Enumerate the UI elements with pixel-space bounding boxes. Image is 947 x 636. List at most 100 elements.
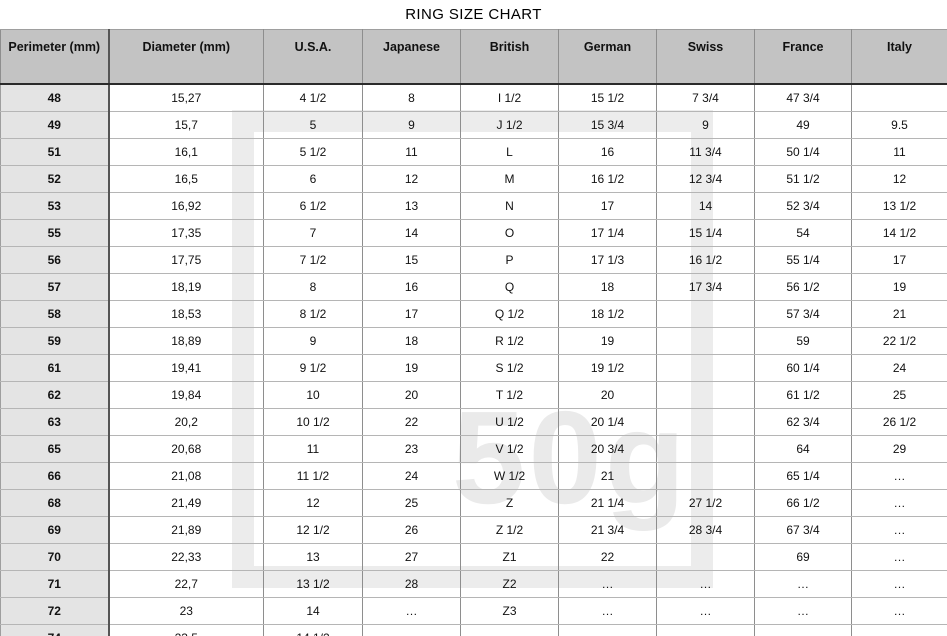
- table-cell: U 1/2: [460, 408, 559, 436]
- table-cell: V 1/2: [460, 435, 559, 463]
- column-header: Japanese: [362, 29, 461, 85]
- table-cell: 8: [362, 83, 461, 112]
- table-cell: …: [754, 597, 852, 625]
- table-cell: Q: [460, 273, 559, 301]
- table-row: 58 18,53 8 1/2 17 Q 1/2 18 1/2 57 3/4 21: [0, 300, 947, 328]
- table-cell: 60 1/4: [754, 354, 852, 382]
- table-cell: 11: [851, 138, 947, 166]
- table-cell: 12: [362, 165, 461, 193]
- column-header: Italy: [851, 29, 947, 85]
- table-cell: 28: [362, 570, 461, 598]
- table-row: 72 23 14… Z3…………: [0, 597, 947, 625]
- perimeter-cell: 62: [0, 381, 110, 409]
- table-cell: [656, 300, 755, 328]
- perimeter-cell: 53: [0, 192, 110, 220]
- table-cell: S 1/2: [460, 354, 559, 382]
- table-cell: 52 3/4: [754, 192, 852, 220]
- table-cell: 9: [362, 111, 461, 139]
- table-body: 48 15,27 4 1/2 8 I 1/2 15 1/2 7 3/4 47 3/4 49 15,…: [0, 83, 947, 636]
- table-cell: 8: [263, 273, 363, 301]
- table-row: 7423,514 1/2………………: [0, 624, 947, 636]
- table-cell: Z2: [460, 570, 559, 598]
- perimeter-cell: 55: [0, 219, 110, 247]
- column-header: Swiss: [656, 29, 755, 85]
- table-row: 57 18,19 8 16 Q 18 17 3/4 56 1/2 19: [0, 273, 947, 301]
- perimeter-cell: 68: [0, 489, 110, 517]
- column-header: Diameter (mm): [108, 29, 264, 85]
- table-row: 52 16,5 6 12 M 16 1/2 12 3/4 51 1/2 12: [0, 165, 947, 193]
- table-cell: 21: [558, 462, 657, 490]
- table-cell: 6 1/2: [263, 192, 363, 220]
- table-cell: …: [851, 462, 947, 490]
- table-cell: 14: [263, 597, 363, 625]
- perimeter-cell: 74: [0, 624, 110, 636]
- table-cell: 21 1/4: [558, 489, 657, 517]
- table-cell: 17: [558, 192, 657, 220]
- table-row: 53 16,92 6 1/2 13 N 17 14 52 3/4 13 1/2: [0, 192, 947, 220]
- table-cell: 9 1/2: [263, 354, 363, 382]
- table-cell: 18,19: [108, 273, 264, 301]
- table-cell: 21,49: [108, 489, 264, 517]
- table-cell: 16 1/2: [656, 246, 755, 274]
- table-row: 62 19,84 10 20 T 1/2 20 61 1/2 25: [0, 381, 947, 409]
- table-cell: 26: [362, 516, 461, 544]
- table-cell: W 1/2: [460, 462, 559, 490]
- table-cell: …: [851, 570, 947, 598]
- table-cell: 22: [362, 408, 461, 436]
- table-cell: 27: [362, 543, 461, 571]
- table-cell: 15,7: [108, 111, 264, 139]
- table-cell: Z3: [460, 597, 559, 625]
- table-cell: 19: [362, 354, 461, 382]
- perimeter-cell: 61: [0, 354, 110, 382]
- column-header: German: [558, 29, 657, 85]
- table-cell: 5: [263, 111, 363, 139]
- table-cell: 11: [263, 435, 363, 463]
- perimeter-cell: 52: [0, 165, 110, 193]
- header-row: Perimeter (mm) Diameter (mm) U.S.A. Japanes…: [0, 29, 947, 85]
- table-cell: R 1/2: [460, 327, 559, 355]
- table-cell: 20 3/4: [558, 435, 657, 463]
- table-cell: …: [851, 543, 947, 571]
- perimeter-cell: 59: [0, 327, 110, 355]
- table-cell: 19: [558, 327, 657, 355]
- table-cell: 55 1/4: [754, 246, 852, 274]
- table-cell: 17: [362, 300, 461, 328]
- table-cell: 27 1/2: [656, 489, 755, 517]
- perimeter-cell: 58: [0, 300, 110, 328]
- table-cell: …: [851, 489, 947, 517]
- table-cell: 28 3/4: [656, 516, 755, 544]
- table-cell: …: [558, 570, 657, 598]
- perimeter-cell: 56: [0, 246, 110, 274]
- table-cell: 7: [263, 219, 363, 247]
- table-cell: 22,33: [108, 543, 264, 571]
- perimeter-cell: 63: [0, 408, 110, 436]
- table-cell: 20: [362, 381, 461, 409]
- table-cell: 23: [108, 597, 264, 625]
- table-cell: …: [851, 597, 947, 625]
- table-cell: …: [656, 597, 755, 625]
- table-cell: …: [656, 624, 755, 636]
- column-header: British: [460, 29, 559, 85]
- table-cell: 29: [851, 435, 947, 463]
- perimeter-cell: 65: [0, 435, 110, 463]
- table-cell: …: [851, 516, 947, 544]
- table-row: 71 22,7 13 1/2 28 Z2…………: [0, 570, 947, 598]
- table-cell: 19 1/2: [558, 354, 657, 382]
- table-cell: 10 1/2: [263, 408, 363, 436]
- table-cell: 23,5: [108, 624, 264, 636]
- table-cell: 18,53: [108, 300, 264, 328]
- table-row: 49 15,7 5 9 J 1/2 15 3/4 9 49 9.5: [0, 111, 947, 139]
- perimeter-cell: 71: [0, 570, 110, 598]
- table-cell: 67 3/4: [754, 516, 852, 544]
- perimeter-cell: 57: [0, 273, 110, 301]
- table-cell: 15 3/4: [558, 111, 657, 139]
- table-cell: 19: [851, 273, 947, 301]
- table-cell: [656, 354, 755, 382]
- table-cell: 21,89: [108, 516, 264, 544]
- table-cell: 10: [263, 381, 363, 409]
- table-cell: [656, 381, 755, 409]
- table-cell: 4 1/2: [263, 83, 363, 112]
- table-cell: 64: [754, 435, 852, 463]
- table-cell: 20,68: [108, 435, 264, 463]
